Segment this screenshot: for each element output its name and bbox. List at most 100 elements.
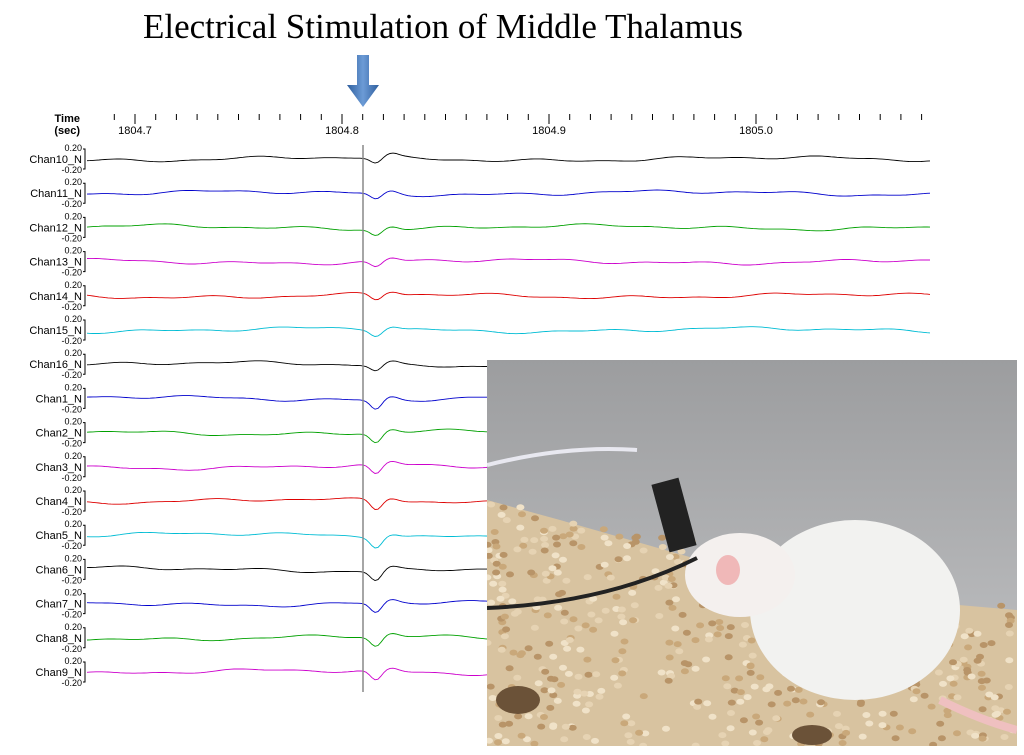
channel-name: Chan6_N xyxy=(36,564,83,576)
rat-ear xyxy=(716,555,740,585)
chip xyxy=(991,711,1000,718)
chip xyxy=(487,599,496,606)
scale-bottom: -0.20 xyxy=(61,302,82,312)
chip xyxy=(559,556,567,563)
chip xyxy=(560,618,569,625)
chip xyxy=(833,710,841,717)
chip xyxy=(574,625,583,632)
chip xyxy=(665,654,674,661)
chip xyxy=(516,524,525,531)
chip xyxy=(696,622,705,629)
trace xyxy=(86,223,931,236)
chip xyxy=(610,674,619,681)
chip xyxy=(967,673,976,680)
chip xyxy=(661,574,670,581)
chip xyxy=(703,700,712,707)
chip xyxy=(580,690,589,697)
chip xyxy=(612,593,621,600)
chip xyxy=(682,629,691,636)
chip xyxy=(563,645,572,652)
chip xyxy=(708,713,717,720)
chip xyxy=(554,604,563,611)
chip xyxy=(713,631,722,638)
chip xyxy=(639,742,648,746)
chip xyxy=(736,689,745,696)
chip xyxy=(568,724,577,731)
connector xyxy=(651,477,697,553)
chip xyxy=(736,698,745,705)
chip xyxy=(591,737,599,744)
channel-name: Chan14_N xyxy=(29,291,82,303)
chip xyxy=(878,722,887,729)
chip xyxy=(615,533,624,540)
chip xyxy=(560,736,569,743)
chip xyxy=(1000,734,1009,740)
chip xyxy=(978,735,987,742)
time-label: Time xyxy=(55,113,80,125)
rat-tail xyxy=(938,696,1017,734)
chip xyxy=(496,595,505,602)
chip xyxy=(684,661,693,668)
scale-top: 0.20 xyxy=(64,656,82,666)
chip xyxy=(977,670,986,677)
chip xyxy=(524,645,533,652)
chip xyxy=(498,563,507,570)
chip xyxy=(949,659,957,666)
chip xyxy=(497,646,506,653)
chip xyxy=(665,599,674,606)
chip xyxy=(499,551,508,558)
chip xyxy=(561,723,570,730)
chip xyxy=(572,700,581,707)
chip xyxy=(530,537,539,544)
chip xyxy=(622,713,631,720)
chip xyxy=(487,574,492,581)
chip xyxy=(541,542,550,548)
chip xyxy=(783,700,792,707)
chip xyxy=(613,682,622,689)
scale-bottom: -0.20 xyxy=(61,644,82,654)
chip xyxy=(630,602,639,609)
chip xyxy=(724,633,733,640)
chip xyxy=(953,730,961,737)
chip xyxy=(791,697,800,704)
chip xyxy=(677,548,686,555)
channel-name: Chan4_N xyxy=(36,496,83,508)
scale-bottom: -0.20 xyxy=(61,268,82,278)
chip xyxy=(549,692,558,699)
chip xyxy=(623,543,632,549)
chip xyxy=(977,678,986,685)
chip xyxy=(620,720,629,727)
chip xyxy=(739,717,748,724)
chip xyxy=(694,698,703,705)
chip xyxy=(565,531,574,538)
chip xyxy=(920,692,929,699)
scale-top: 0.20 xyxy=(64,553,82,563)
scale-bracket xyxy=(83,593,86,615)
chip xyxy=(589,626,598,633)
chip xyxy=(747,637,756,644)
chip xyxy=(934,669,943,676)
chip xyxy=(990,694,999,701)
chip xyxy=(611,657,620,664)
wires xyxy=(487,447,638,467)
chip xyxy=(618,648,627,655)
chip xyxy=(691,665,700,672)
chip xyxy=(513,674,522,681)
chip xyxy=(542,577,551,584)
chip xyxy=(691,637,700,644)
scale-top: 0.20 xyxy=(64,280,82,290)
chip xyxy=(772,715,781,722)
chip xyxy=(508,598,517,605)
scale-bottom: -0.20 xyxy=(61,404,82,414)
scale-bottom: -0.20 xyxy=(61,473,82,483)
trace xyxy=(86,257,930,268)
chip xyxy=(726,624,735,631)
chip xyxy=(502,626,511,633)
chip xyxy=(548,565,557,572)
chip xyxy=(664,677,673,684)
chip xyxy=(513,546,522,553)
chip xyxy=(727,710,735,716)
chip xyxy=(834,723,843,730)
chip xyxy=(487,737,493,744)
chip xyxy=(799,698,808,705)
